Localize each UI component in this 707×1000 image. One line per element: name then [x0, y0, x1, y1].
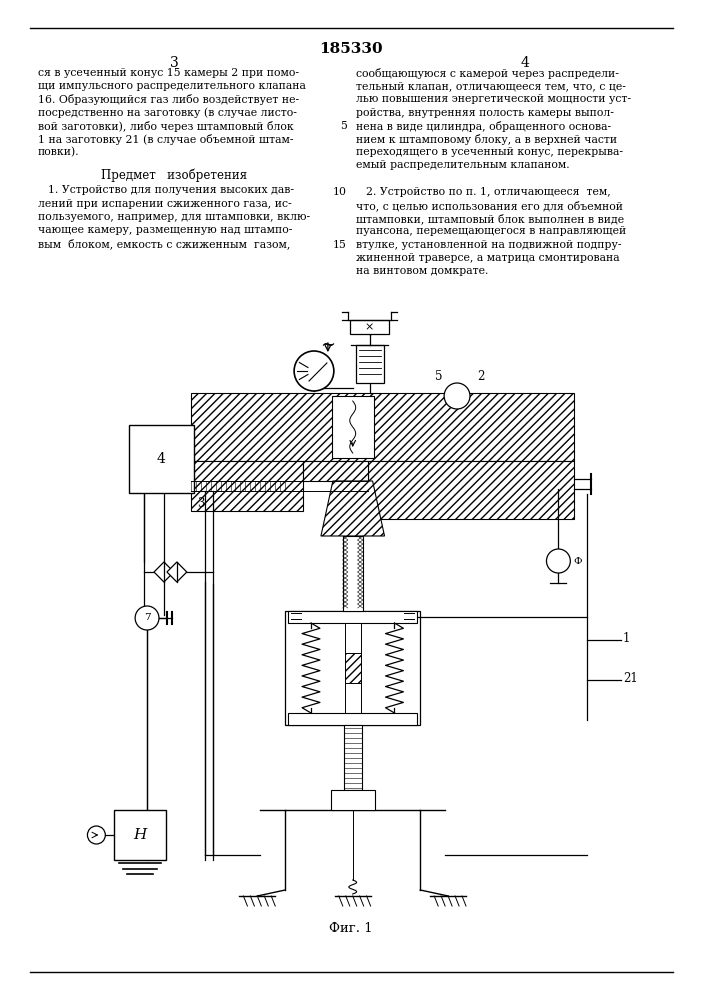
Text: лью повышения энергетической мощности уст-: лью повышения энергетической мощности ус… [356, 94, 631, 104]
Bar [288, 611, 417, 623]
Text: 3: 3 [170, 56, 178, 70]
Text: повки).: повки). [37, 147, 79, 158]
Text: 2. Устройство по п. 1, отличающееся  тем,: 2. Устройство по п. 1, отличающееся тем, [366, 187, 610, 197]
Text: щи импульсного распределительного клапана: щи импульсного распределительного клапан… [37, 81, 305, 91]
Text: 5: 5 [340, 121, 346, 131]
Bar [343, 536, 363, 611]
Text: 4: 4 [156, 452, 165, 466]
Bar [345, 623, 361, 713]
Text: переходящего в усеченный конус, перекрыва-: переходящего в усеченный конус, перекрыв… [356, 147, 623, 157]
Bar [350, 320, 390, 334]
Text: вой заготовки), либо через штамповый блок: вой заготовки), либо через штамповый бло… [37, 121, 293, 132]
Text: 21: 21 [623, 672, 638, 684]
Text: что, с целью использования его для объемной: что, с целью использования его для объем… [356, 200, 623, 211]
Text: 1: 1 [623, 632, 631, 645]
Bar [331, 790, 375, 810]
Text: 10: 10 [333, 187, 346, 197]
Bar [191, 461, 303, 511]
Text: емый распределительным клапаном.: емый распределительным клапаном. [356, 160, 569, 170]
Bar [191, 393, 574, 461]
Circle shape [294, 351, 334, 391]
Bar [191, 393, 574, 461]
Circle shape [547, 549, 571, 573]
Text: Φ: Φ [573, 556, 582, 566]
Circle shape [444, 383, 470, 409]
Text: 185330: 185330 [319, 42, 382, 56]
Text: тельный клапан, отличающееся тем, что, с це-: тельный клапан, отличающееся тем, что, с… [356, 81, 626, 91]
Text: ×: × [365, 322, 374, 332]
Text: 2: 2 [477, 369, 484, 382]
Polygon shape [154, 562, 174, 582]
Bar [345, 653, 361, 683]
Text: 7: 7 [144, 613, 151, 622]
Text: штамповки, штамповый блок выполнен в виде: штамповки, штамповый блок выполнен в вид… [356, 213, 624, 224]
Polygon shape [167, 562, 187, 582]
Text: на винтовом домкрате.: на винтовом домкрате. [356, 266, 488, 276]
Text: 1. Устройство для получения высоких дав-: 1. Устройство для получения высоких дав- [47, 185, 293, 195]
Bar [345, 653, 361, 683]
Text: Предмет   изобретения: Предмет изобретения [101, 168, 247, 182]
Circle shape [135, 606, 159, 630]
Circle shape [88, 826, 105, 844]
Bar [344, 725, 362, 790]
Bar [288, 713, 417, 725]
Bar [191, 461, 303, 511]
Bar [115, 810, 166, 860]
Bar [356, 345, 383, 383]
Text: втулке, установленной на подвижной подпру-: втулке, установленной на подвижной подпр… [356, 240, 621, 250]
Polygon shape [321, 481, 385, 536]
Text: пользуемого, например, для штамповки, вклю-: пользуемого, например, для штамповки, вк… [37, 212, 310, 222]
Text: ройства, внутренняя полость камеры выпол-: ройства, внутренняя полость камеры выпол… [356, 108, 614, 118]
Bar [332, 396, 373, 458]
Bar [368, 461, 574, 519]
Text: лений при испарении сжиженного газа, ис-: лений при испарении сжиженного газа, ис- [37, 199, 291, 209]
Text: ~: ~ [320, 336, 335, 354]
Text: 5: 5 [436, 369, 443, 382]
Bar [285, 611, 420, 725]
Text: нием к штамповому блоку, а в верхней части: нием к штамповому блоку, а в верхней час… [356, 134, 617, 145]
Text: Фиг. 1: Фиг. 1 [329, 922, 373, 935]
Bar [129, 425, 194, 493]
Text: пуансона, перемещающегося в направляющей: пуансона, перемещающегося в направляющей [356, 226, 626, 236]
Text: 1 на заготовку 21 (в случае объемной штам-: 1 на заготовку 21 (в случае объемной шта… [37, 134, 293, 145]
Text: чающее камеру, размещенную над штампо-: чающее камеру, размещенную над штампо- [37, 225, 292, 235]
Bar [303, 461, 368, 481]
Text: жиненной траверсе, а матрица смонтирована: жиненной траверсе, а матрица смонтирован… [356, 253, 619, 263]
Text: H: H [134, 828, 147, 842]
Bar [368, 461, 574, 519]
Text: ся в усеченный конус 15 камеры 2 при помо-: ся в усеченный конус 15 камеры 2 при пом… [37, 68, 299, 78]
Text: 15: 15 [333, 240, 346, 250]
Text: 3: 3 [197, 497, 204, 510]
Text: нена в виде цилиндра, обращенного основа-: нена в виде цилиндра, обращенного основа… [356, 121, 611, 132]
Text: 4: 4 [520, 56, 529, 70]
Text: посредственно на заготовку (в случае листо-: посредственно на заготовку (в случае лис… [37, 108, 297, 118]
Text: сообщающуюся с камерой через распредели-: сообщающуюся с камерой через распредели- [356, 68, 619, 79]
Text: вым  блоком, емкость с сжиженным  газом,: вым блоком, емкость с сжиженным газом, [37, 238, 290, 249]
Text: 16. Образующийся газ либо воздействует не-: 16. Образующийся газ либо воздействует н… [37, 94, 299, 105]
Bar [303, 461, 368, 481]
